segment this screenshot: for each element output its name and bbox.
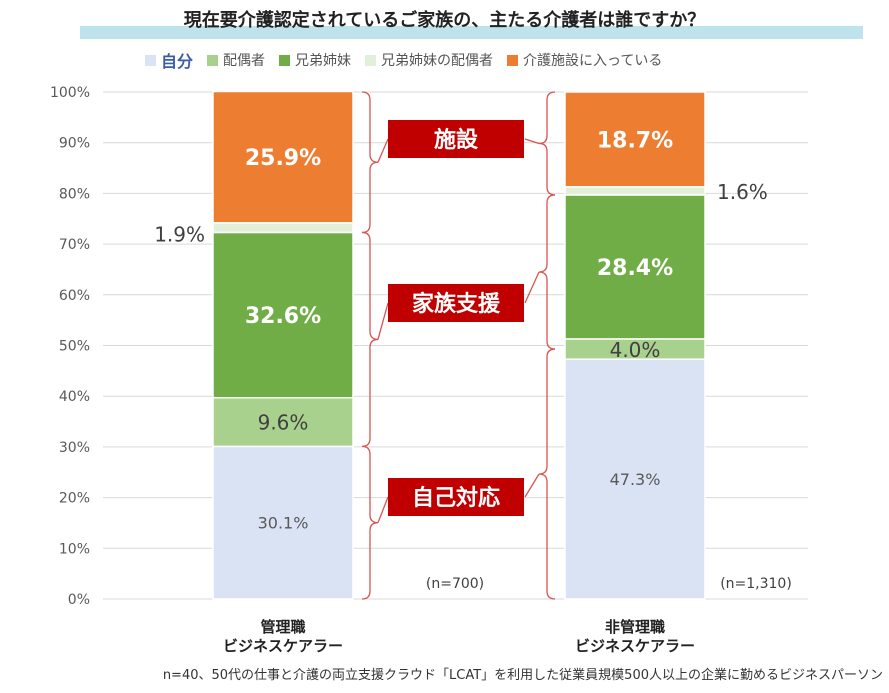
- y-tick-label: 20%: [59, 491, 90, 507]
- data-label: 1.6%: [717, 180, 768, 204]
- annotation-box: [388, 120, 524, 158]
- brace-self-left: [361, 445, 379, 600]
- legend-swatch-self: [145, 54, 156, 66]
- data-label: 32.6%: [245, 304, 321, 329]
- bar-segment: [212, 231, 354, 399]
- bar-segment: [212, 90, 354, 224]
- footnote: n=40、50代の仕事と介護の両立支援クラウド「LCAT」を利用した従業員規模5…: [162, 668, 883, 683]
- legend-item-self: 自分: [145, 48, 193, 72]
- category-label: ビジネスケアラー: [575, 637, 695, 655]
- legend-item-siblings: 兄弟姉妹: [279, 50, 351, 70]
- annotation-connector: [524, 473, 540, 498]
- legend-label-facility: 介護施設に入っている: [523, 53, 663, 69]
- y-tick-label: 60%: [59, 288, 90, 304]
- legend-swatch-facility: [507, 54, 519, 66]
- y-tick-label: 70%: [59, 237, 90, 253]
- chart-title: 現在要介護認定されているご家族の、主たる介護者は誰ですか？: [183, 10, 706, 31]
- legend-label-spouse: 配偶者: [223, 53, 266, 69]
- data-label: 9.6%: [258, 410, 309, 434]
- bar-segment: [564, 186, 706, 196]
- brace-self-right: [538, 348, 556, 600]
- y-tick-label: 30%: [59, 440, 90, 456]
- y-tick-label: 0%: [68, 592, 90, 608]
- legend-swatch-spouse: [207, 54, 219, 66]
- data-label: 18.7%: [597, 128, 673, 153]
- annotation-connector: [524, 138, 540, 145]
- annotation-box: [388, 478, 524, 516]
- data-label: 47.3%: [610, 470, 661, 489]
- legend-label-sibling-spouse: 兄弟姉妹の配偶者: [381, 53, 494, 69]
- legend-label-siblings: 兄弟姉妹: [295, 53, 352, 69]
- bar-segment: [564, 358, 706, 600]
- title-band: [80, 26, 863, 39]
- annotation-label: 施設: [434, 127, 479, 153]
- y-tick-label: 100%: [50, 85, 90, 101]
- category-label: ビジネスケアラー: [223, 637, 343, 655]
- legend-swatch-sibling-spouse: [365, 54, 377, 66]
- bar-segment: [212, 445, 354, 600]
- y-tick-label: 10%: [59, 541, 90, 557]
- annotation-box: [388, 284, 524, 322]
- annotation-connector: [377, 302, 389, 340]
- annotation-label: 自己対応: [412, 485, 500, 511]
- annotation-connector: [524, 271, 540, 304]
- bar-segment: [564, 91, 706, 188]
- brace-facility-right: [538, 91, 556, 196]
- data-label: 28.4%: [597, 256, 673, 281]
- legend-item-spouse: 配偶者: [207, 50, 265, 70]
- data-label: 4.0%: [610, 338, 661, 362]
- brace-family-left: [361, 231, 379, 448]
- data-label: 1.9%: [154, 223, 205, 247]
- bar-segment: [212, 222, 354, 234]
- legend-swatch-siblings: [279, 54, 291, 66]
- sample-size-label: (n=1,310): [720, 576, 792, 592]
- sample-size-label: (n=700): [426, 576, 484, 592]
- annotation-connector: [377, 138, 389, 163]
- annotation-label: 家族支援: [412, 291, 501, 317]
- legend-label-self: 自分: [161, 52, 194, 71]
- data-label: 30.1%: [258, 513, 309, 532]
- category-label: 非管理職: [605, 618, 665, 636]
- legend-item-sibling-spouse: 兄弟姉妹の配偶者: [365, 50, 493, 70]
- brace-facility-left: [361, 91, 379, 234]
- bar-segment: [564, 194, 706, 340]
- brace-family-right: [538, 194, 556, 350]
- data-label: 25.9%: [245, 146, 321, 171]
- category-label: 管理職: [260, 618, 305, 636]
- y-tick-label: 90%: [59, 136, 90, 152]
- y-tick-label: 80%: [59, 186, 90, 202]
- annotation-connector: [377, 496, 389, 523]
- legend: 自分 配偶者 兄弟姉妹 兄弟姉妹の配偶者 介護施設に入っている: [145, 48, 662, 72]
- bar-segment: [212, 396, 354, 448]
- y-tick-label: 50%: [59, 339, 90, 355]
- y-tick-label: 40%: [59, 389, 90, 405]
- legend-item-facility: 介護施設に入っている: [507, 50, 662, 70]
